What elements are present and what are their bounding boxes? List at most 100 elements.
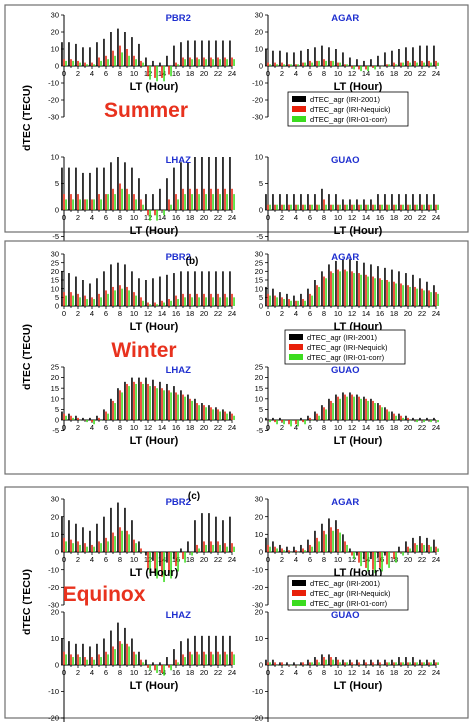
bar-iri2001 [321, 188, 323, 210]
x-tick-label: 8 [118, 213, 122, 222]
bar-iri01corr [367, 400, 369, 420]
x-tick-label: 24 [228, 555, 236, 564]
bar-iri01corr [402, 662, 404, 665]
bar-nequick [224, 651, 226, 665]
bar-nequick [147, 302, 149, 306]
x-tick-label: 6 [104, 668, 108, 677]
bar-iri2001 [117, 388, 119, 420]
bar-iri2001 [138, 178, 140, 210]
bar-nequick [330, 204, 332, 210]
bar-iri2001 [75, 523, 77, 552]
bar-iri2001 [265, 194, 267, 210]
bar-nequick [112, 188, 114, 210]
bar-iri2001 [370, 552, 372, 560]
bar-iri01corr [191, 194, 193, 210]
x-tick-label: 10 [130, 668, 138, 677]
bar-iri01corr [135, 383, 137, 420]
y-tick-label: 5 [55, 405, 59, 414]
y-tick-label: -5 [52, 426, 59, 435]
bar-iri2001 [391, 194, 393, 210]
bar-iri01corr [416, 62, 418, 66]
bar-iri2001 [272, 194, 274, 210]
bar-iri2001 [286, 662, 288, 665]
bar-nequick [84, 657, 86, 665]
bar-iri2001 [349, 259, 351, 306]
bar-iri01corr [121, 52, 123, 66]
y-tick-label: 0 [55, 661, 59, 670]
x-tick-label: 0 [266, 555, 270, 564]
bar-nequick [358, 204, 360, 210]
bar-nequick [161, 665, 163, 673]
y-axis-label: dTEC (TECU) [21, 324, 33, 390]
bar-iri2001 [103, 38, 105, 66]
bar-nequick [154, 210, 156, 216]
bar-iri2001 [426, 659, 428, 665]
bar-nequick [267, 204, 269, 210]
bar-iri2001 [363, 60, 365, 66]
bar-iri2001 [61, 42, 63, 66]
bar-iri01corr [184, 552, 186, 563]
bar-iri2001 [110, 630, 112, 665]
bar-nequick [147, 552, 149, 570]
bar-nequick [379, 405, 381, 420]
bar-iri2001 [229, 157, 231, 210]
bar-nequick [133, 292, 135, 306]
bar-iri01corr [114, 403, 116, 420]
legend-entry: dTEC_agr (IRI-2001) [307, 333, 378, 342]
bar-iri01corr [311, 546, 313, 552]
bar-iri01corr [156, 388, 158, 420]
bar-iri2001 [307, 194, 309, 210]
bar-nequick [435, 546, 437, 552]
bar-iri2001 [222, 40, 224, 66]
bar-nequick [147, 66, 149, 77]
bar-iri2001 [342, 259, 344, 306]
bar-iri2001 [124, 627, 126, 665]
bar-iri2001 [279, 662, 281, 665]
bar-nequick [217, 651, 219, 665]
y-tick-label: 25 [255, 258, 263, 267]
x-tick-label: 20 [404, 69, 412, 78]
bar-iri01corr [219, 411, 221, 420]
bar-nequick [323, 407, 325, 420]
bar-iri2001 [286, 194, 288, 210]
bar-nequick [407, 60, 409, 66]
bar-iri2001 [321, 523, 323, 552]
bar-iri2001 [180, 271, 182, 306]
x-tick-label: 6 [308, 668, 312, 677]
x-tick-label: 4 [294, 309, 298, 318]
bar-iri01corr [156, 665, 158, 673]
bar-iri2001 [68, 520, 70, 552]
bar-iri2001 [377, 552, 379, 558]
bar-nequick [182, 654, 184, 665]
bar-nequick [288, 204, 290, 210]
bar-iri01corr [233, 546, 235, 552]
bar-iri01corr [72, 657, 74, 665]
bar-iri01corr [388, 281, 390, 306]
bar-iri2001 [356, 199, 358, 210]
bar-nequick [323, 657, 325, 665]
x-tick-label: 22 [214, 423, 222, 432]
legend-frame [284, 329, 406, 365]
bar-iri01corr [135, 199, 137, 210]
y-tick-label: -20 [48, 714, 59, 722]
bar-iri01corr [121, 288, 123, 306]
bar-iri2001 [110, 507, 112, 552]
bar-nequick [358, 662, 360, 665]
y-tick-label: 10 [51, 284, 59, 293]
x-tick-label: 10 [334, 213, 342, 222]
bar-nequick [231, 57, 233, 66]
legend-swatch [292, 106, 306, 112]
bar-iri2001 [419, 659, 421, 665]
bar-iri01corr [219, 194, 221, 210]
y-tick-label: -10 [252, 687, 263, 696]
bar-iri2001 [110, 264, 112, 306]
bar-iri2001 [342, 534, 344, 552]
bar-iri01corr [381, 552, 383, 572]
bar-nequick [84, 199, 86, 210]
bar-iri01corr [107, 654, 109, 665]
bar-iri2001 [187, 394, 189, 420]
bar-nequick [323, 59, 325, 66]
